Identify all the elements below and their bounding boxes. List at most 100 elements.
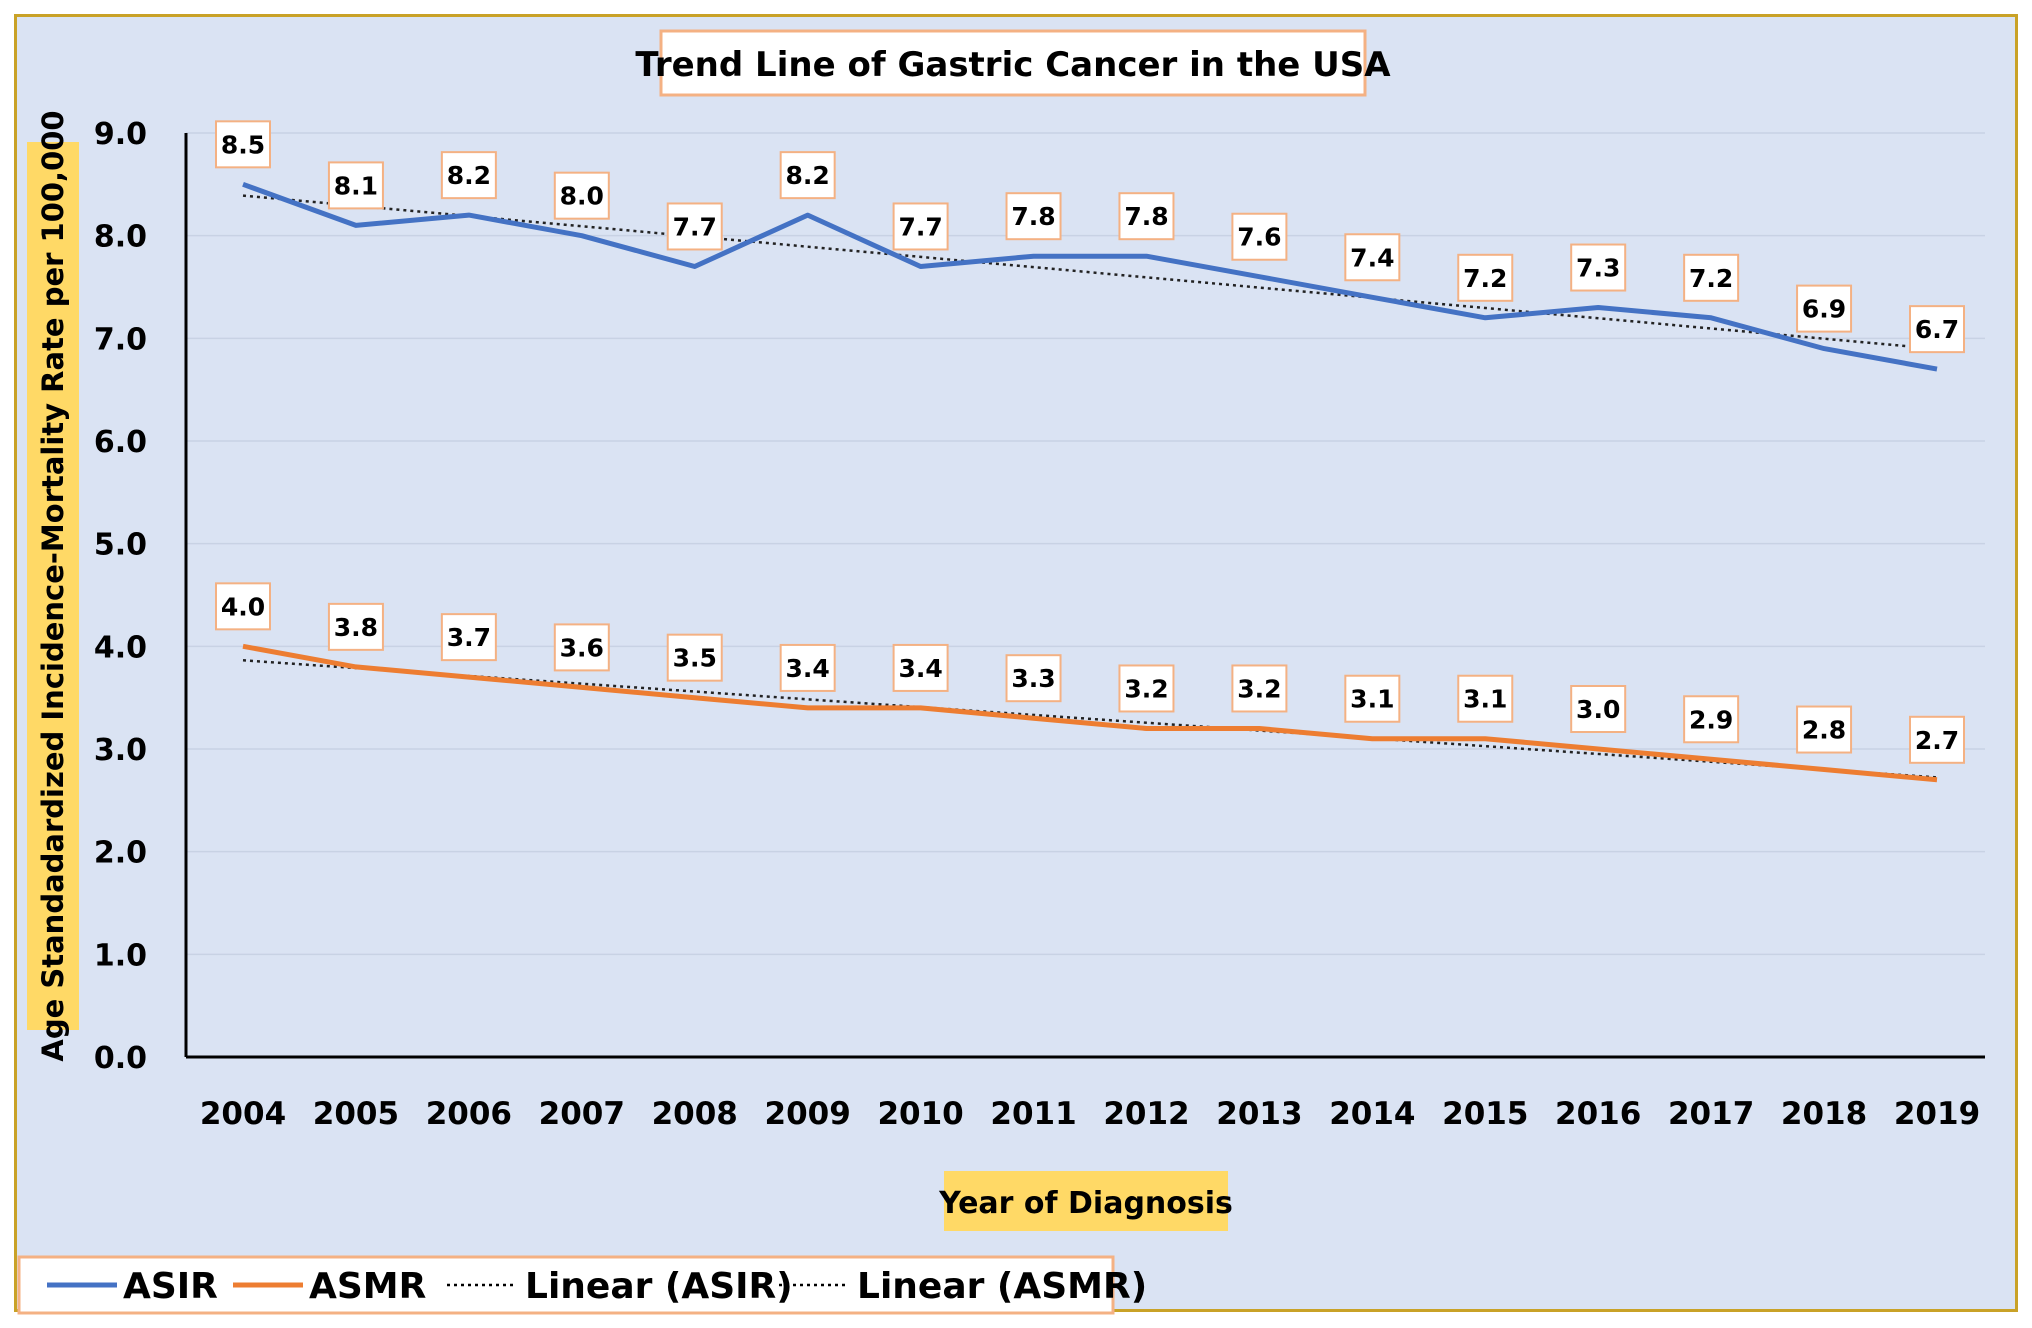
- data-label: 3.7: [440, 613, 497, 662]
- legend-label-linear-asmr: Linear (ASMR): [857, 1266, 1147, 1307]
- data-label-text: 3.4: [786, 654, 830, 683]
- data-label-box: [779, 151, 836, 200]
- y-tick-label: 5.0: [94, 528, 147, 563]
- data-label-text: 2.8: [1802, 716, 1846, 745]
- x-tick-labels: 2004 2005 2006 2007 2008 2009 2010 2011 2012 2013…: [200, 1096, 1980, 1132]
- data-label-text: 3.2: [1237, 674, 1281, 703]
- y-tick-label: 9.0: [94, 117, 147, 152]
- data-label-text: 4.0: [221, 592, 265, 621]
- data-label-text: 3.3: [1011, 664, 1055, 693]
- data-label: 7.8: [1005, 192, 1062, 241]
- data-label-box: [1118, 664, 1175, 713]
- data-label-text: 2.7: [1915, 726, 1959, 755]
- y-axis-label: Age Standadardized Incidence-Mortality R…: [36, 110, 70, 1061]
- data-labels: 8.5 8.1 8.2 8.0 7.7 8.2 7.7 7.8 7.8 7.6 7.4 7.2 7.3 7…: [215, 120, 1965, 764]
- data-label-box: [553, 171, 610, 220]
- data-label: 2.7: [1909, 715, 1965, 764]
- x-tick-label: 2007: [539, 1096, 625, 1132]
- data-label-box: [215, 120, 271, 169]
- data-label-box: [1344, 233, 1401, 282]
- data-label-box: [1231, 664, 1288, 713]
- data-label: 8.2: [779, 151, 836, 200]
- data-label: 3.6: [553, 623, 610, 672]
- data-label-text: 7.6: [1237, 223, 1281, 252]
- data-label-text: 7.3: [1576, 254, 1620, 283]
- legend-label-linear-asir: Linear (ASIR): [525, 1266, 793, 1307]
- y-tick-labels: 0.0 1.0 2.0 3.0 4.0 5.0 6.0 7.0 8.0 9.0: [94, 117, 147, 1076]
- x-axis-label-box: Year of Diagnosis: [938, 1171, 1233, 1231]
- data-label: 3.4: [892, 643, 949, 692]
- data-label-box: [1570, 243, 1627, 292]
- data-label: 3.2: [1231, 664, 1288, 713]
- data-label-text: 6.7: [1915, 315, 1959, 344]
- y-tick-label: 4.0: [94, 630, 147, 665]
- data-label: 8.2: [440, 151, 497, 200]
- x-tick-label: 2011: [990, 1096, 1076, 1132]
- y-tick-label: 7.0: [94, 322, 147, 357]
- x-tick-label: 2009: [765, 1096, 851, 1132]
- data-label-text: 2.9: [1689, 705, 1733, 734]
- data-label-text: 3.4: [898, 654, 942, 683]
- data-label-text: 3.6: [560, 633, 604, 662]
- data-label: 3.3: [1005, 654, 1062, 703]
- data-label-box: [1570, 685, 1627, 733]
- data-label: 4.0: [215, 582, 271, 631]
- data-label-text: 3.0: [1576, 695, 1620, 724]
- data-label-box: [666, 633, 723, 682]
- data-label-text: 8.5: [221, 130, 265, 159]
- data-label: 8.5: [215, 120, 271, 169]
- data-label-box: [666, 202, 723, 251]
- data-label: 6.9: [1796, 284, 1853, 333]
- y-tick-label: 0.0: [94, 1041, 147, 1076]
- chart-title-box: Trend Line of Gastric Cancer in the USA: [635, 29, 1391, 97]
- data-label: 3.0: [1570, 685, 1627, 733]
- data-label: 3.4: [779, 643, 836, 692]
- data-label: 8.0: [553, 171, 610, 220]
- data-label: 3.5: [666, 633, 723, 682]
- data-label-text: 6.9: [1802, 295, 1846, 324]
- data-label-box: [553, 623, 610, 672]
- legend-label-asmr: ASMR: [309, 1266, 426, 1307]
- data-label: 7.4: [1344, 233, 1401, 282]
- data-label-text: 3.7: [447, 623, 491, 652]
- data-label-box: [1231, 212, 1288, 261]
- data-label-box: [1005, 192, 1062, 241]
- data-label-box: [1344, 674, 1401, 723]
- data-label: 6.7: [1909, 305, 1965, 354]
- x-tick-label: 2014: [1329, 1096, 1415, 1132]
- x-tick-label: 2005: [313, 1096, 399, 1132]
- data-label-box: [1683, 253, 1740, 302]
- data-label-box: [1796, 284, 1853, 333]
- data-label: 7.8: [1118, 192, 1175, 241]
- data-label: 7.2: [1683, 253, 1740, 302]
- x-tick-label: 2017: [1668, 1096, 1754, 1132]
- data-label-text: 7.4: [1350, 243, 1394, 272]
- series-line: [242, 643, 1938, 783]
- data-label-box: [1909, 715, 1965, 764]
- data-label-box: [1005, 654, 1062, 703]
- data-label-box: [327, 602, 384, 651]
- data-label-box: [1118, 192, 1175, 241]
- data-label: 7.7: [892, 202, 949, 251]
- data-label-box: [1457, 253, 1514, 302]
- axes: [184, 133, 1985, 1059]
- y-tick-label: 3.0: [94, 733, 147, 768]
- data-label-text: 7.8: [1124, 202, 1168, 231]
- data-label: 7.3: [1570, 243, 1627, 292]
- chart-frame: 8.5 8.1 8.2 8.0 7.7 8.2 7.7 7.8 7.8 7.6 7.4 7.2 7.3 7…: [14, 14, 2018, 1315]
- data-label: 3.2: [1118, 664, 1175, 713]
- data-label: 3.1: [1344, 674, 1401, 723]
- data-label-box: [440, 151, 497, 200]
- legend-label-asir: ASIR: [123, 1266, 218, 1307]
- data-label-text: 7.7: [673, 212, 717, 241]
- x-tick-label: 2018: [1781, 1096, 1867, 1132]
- data-label-text: 7.2: [1689, 264, 1733, 293]
- data-label: 2.8: [1796, 705, 1853, 754]
- x-tick-label: 2006: [426, 1096, 512, 1132]
- data-label-text: 3.5: [673, 644, 717, 673]
- data-label-text: 7.8: [1011, 202, 1055, 231]
- x-tick-label: 2008: [652, 1096, 738, 1132]
- data-label: 3.1: [1457, 674, 1514, 723]
- x-tick-label: 2004: [200, 1096, 286, 1132]
- series-line: [242, 181, 1938, 372]
